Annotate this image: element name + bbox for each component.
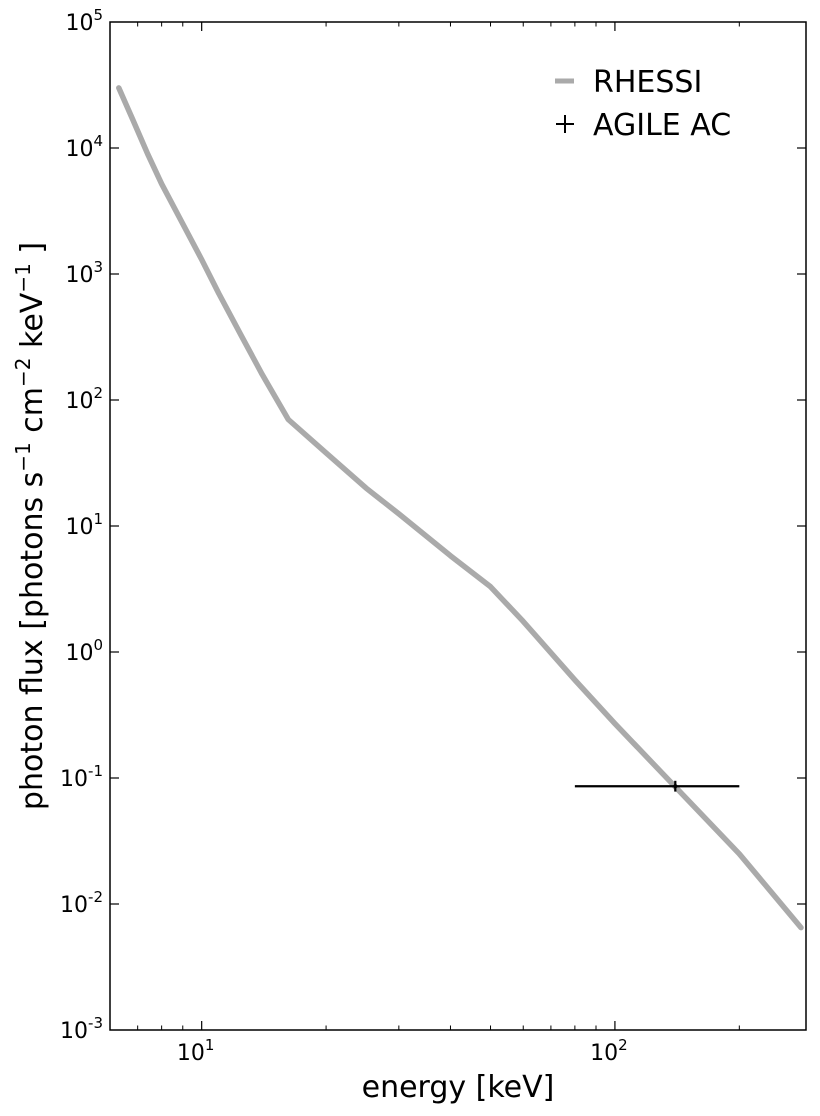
y-tick-label: 10-3: [60, 1014, 103, 1044]
y-tick-label: 104: [65, 132, 103, 162]
y-tick-label: 103: [65, 258, 103, 288]
y-tick-label: 10-2: [60, 888, 103, 918]
legend-label-rhessi: RHESSI: [593, 65, 702, 100]
y-tick-label: 102: [65, 384, 103, 414]
y-tick-label: 105: [65, 6, 103, 36]
legend: RHESSI AGILE AC: [555, 65, 731, 143]
rhessi-line: [116, 85, 804, 931]
x-tick-label: 101: [177, 1036, 215, 1066]
y-tick-label: 10-1: [60, 762, 103, 792]
series-layer: [116, 85, 804, 931]
x-tick-label: 102: [590, 1036, 628, 1066]
agile-point: [673, 784, 678, 789]
legend-label-agile: AGILE AC: [593, 108, 731, 143]
y-axis-label: photon flux [photons s−1 cm−2 keV−1 ]: [11, 242, 50, 810]
y-tick-label: 100: [65, 636, 103, 666]
x-axis-label: energy [keV]: [362, 1070, 555, 1105]
plot-area: [109, 21, 807, 1031]
y-tick-label: 101: [65, 510, 103, 540]
ticks-layer: 101 102 10-3 10-2 10-1 100 101 102 103 104 105: [60, 6, 806, 1066]
